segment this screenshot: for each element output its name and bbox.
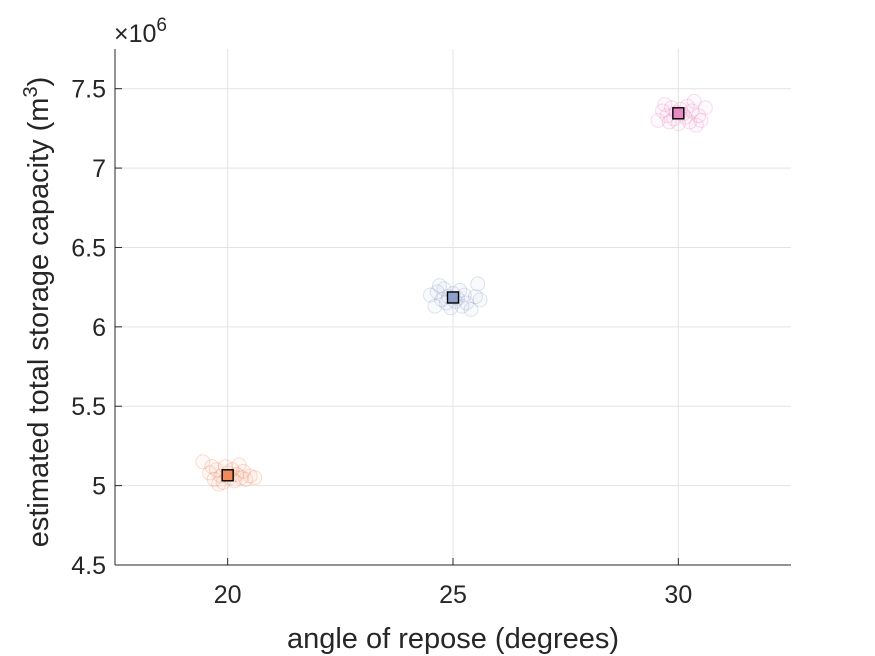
- sample-point: [204, 459, 220, 475]
- mean-marker: [672, 107, 685, 120]
- y-tick-label: 5: [92, 473, 106, 501]
- y-tick-label: 7: [92, 155, 106, 183]
- sample-point: [422, 287, 438, 303]
- sample-point: [463, 301, 479, 317]
- sample-point: [202, 465, 218, 481]
- y-tick-label: 5.5: [71, 393, 106, 421]
- y-tick-label: 7.5: [71, 76, 106, 104]
- y-tick-label: 6: [92, 314, 106, 342]
- sample-point: [242, 468, 258, 484]
- sample-point: [684, 103, 700, 119]
- mean-marker: [221, 469, 234, 482]
- mean-markers: [221, 107, 685, 482]
- sample-point: [470, 276, 486, 292]
- tick-labels: 20 25 30 4.5 5 5.5 6 6.5 7 7.5: [71, 76, 692, 609]
- axes: [114, 49, 791, 566]
- sample-point: [682, 114, 698, 130]
- sample-point: [691, 108, 707, 124]
- x-tick-label: 30: [664, 581, 692, 609]
- sample-point: [459, 295, 475, 311]
- sample-point: [233, 470, 249, 486]
- y-axis-label: estimated total storage capacity (m3): [20, 77, 55, 548]
- sample-point: [697, 100, 713, 116]
- sample-point: [472, 292, 488, 308]
- x-tick-label: 20: [214, 581, 242, 609]
- y-tick-label: 4.5: [71, 552, 106, 580]
- sample-point: [688, 117, 704, 133]
- x-tick-label: 25: [439, 581, 467, 609]
- y-tick-label: 6.5: [71, 234, 106, 262]
- sample-point: [231, 457, 247, 473]
- sample-point: [655, 103, 671, 119]
- sample-point: [195, 454, 211, 470]
- sample-point: [427, 298, 443, 314]
- x-axis-label: angle of repose (degrees): [287, 623, 619, 655]
- mean-marker: [446, 291, 460, 304]
- sample-point: [657, 97, 673, 113]
- y-exponent-label: ×106: [114, 15, 167, 48]
- sample-point: [468, 289, 484, 305]
- sample-point: [206, 471, 222, 487]
- sample-point: [686, 93, 702, 109]
- sample-point: [650, 112, 666, 128]
- sample-point: [247, 470, 263, 486]
- sample-point: [238, 471, 254, 487]
- sample-point: [693, 112, 709, 128]
- sample-point: [431, 278, 447, 294]
- sample-point: [429, 284, 445, 300]
- sample-point: [235, 463, 251, 479]
